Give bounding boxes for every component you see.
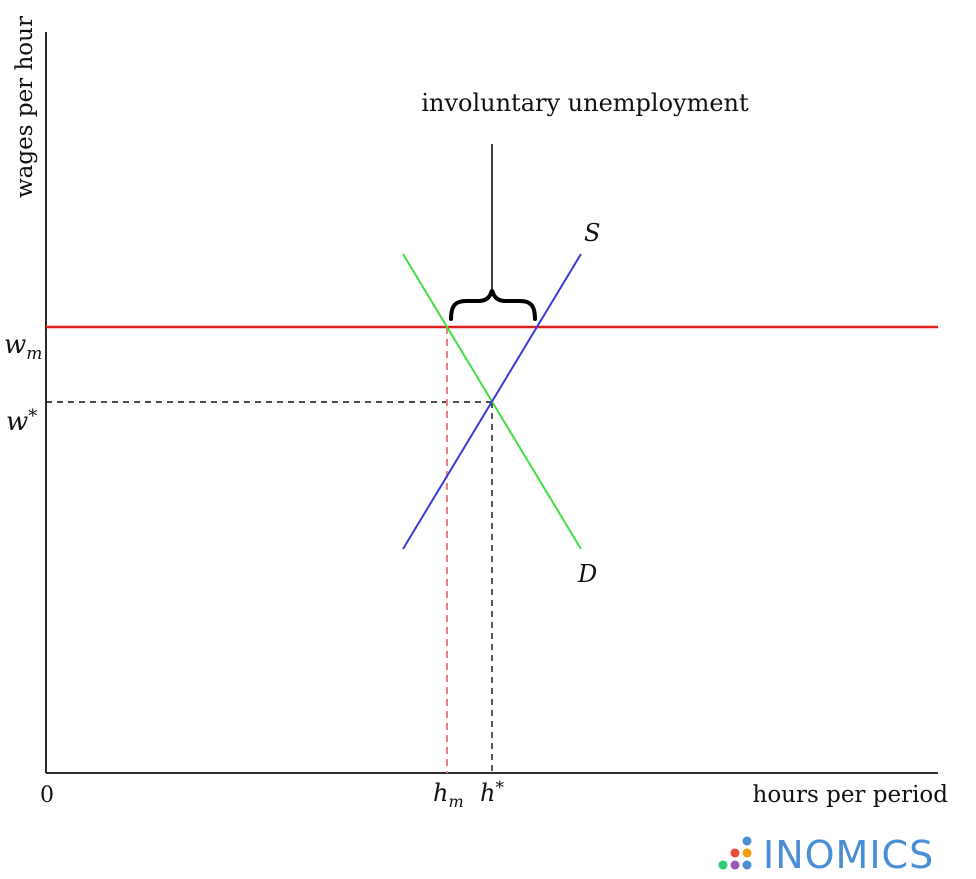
dots-logo-icon — [718, 836, 752, 870]
unemployment-brace — [449, 289, 537, 321]
minimum-wage-label-base: w — [4, 330, 26, 360]
origin-label: 0 — [40, 783, 54, 808]
minimum-wage-hours-label: hm — [433, 779, 464, 811]
x-axis-label: hours per period — [753, 782, 949, 808]
equilibrium-hours-label-base: h — [480, 779, 495, 807]
minimum-wage-hours-label-base: h — [433, 779, 448, 807]
minimum-wage-label: wm — [4, 330, 42, 364]
equilibrium-wage-label-sup: * — [28, 406, 37, 427]
equilibrium-wage-label: w* — [6, 406, 37, 437]
unemployment-annotation: involuntary unemployment — [421, 89, 749, 117]
demand-label: D — [577, 560, 597, 588]
minimum-wage-label-sub: m — [26, 344, 42, 364]
supply-curve — [402, 253, 582, 550]
equilibrium-hours-label-sup: * — [495, 778, 504, 798]
logo-text: INOMICS — [763, 833, 935, 877]
y-axis-label: wages per hour — [12, 16, 38, 198]
minimum-wage-hours-label-sub: m — [448, 792, 463, 811]
supply-label: S — [584, 219, 600, 247]
equilibrium-wage-label-base: w — [6, 407, 28, 437]
inomics-logo: INOMICS — [715, 833, 970, 877]
equilibrium-hours-label: h* — [480, 778, 504, 807]
